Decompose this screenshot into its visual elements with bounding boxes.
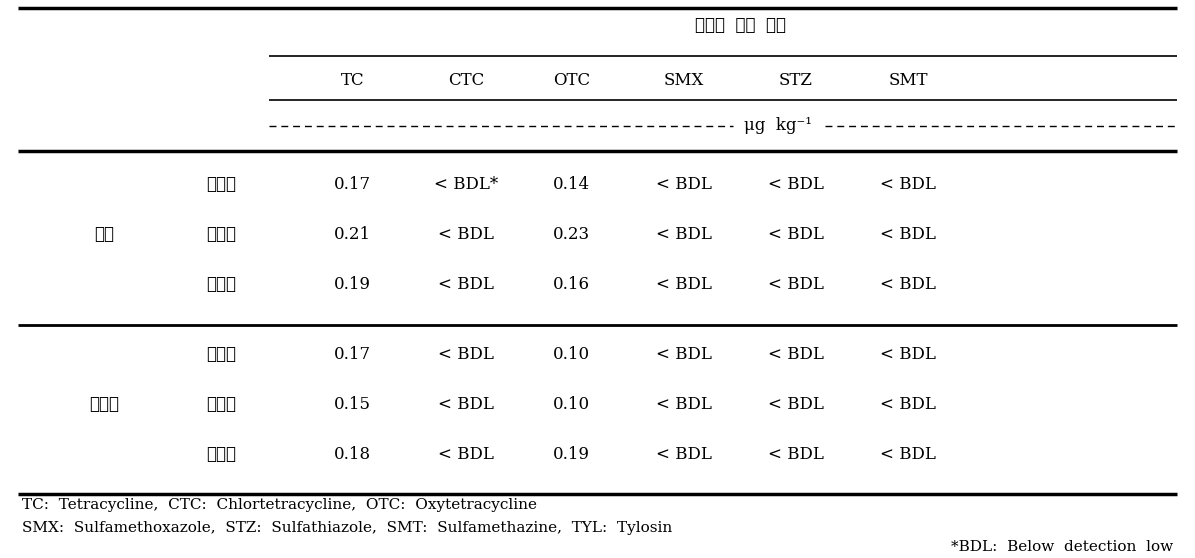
Text: < BDL: < BDL <box>768 446 823 463</box>
Text: < BDL: < BDL <box>656 276 711 293</box>
Text: < BDL: < BDL <box>439 396 494 413</box>
Text: 유기농: 유기농 <box>206 276 237 293</box>
Text: < BDL: < BDL <box>768 226 823 243</box>
Text: 0.23: 0.23 <box>552 226 590 243</box>
Text: 0.14: 0.14 <box>552 176 590 193</box>
Text: *BDL:  Below  detection  low: *BDL: Below detection low <box>951 540 1173 554</box>
Text: 0.10: 0.10 <box>552 396 590 413</box>
Text: 0.18: 0.18 <box>333 446 372 463</box>
Text: < BDL: < BDL <box>768 276 823 293</box>
Text: < BDL: < BDL <box>439 446 494 463</box>
Text: μg  kg⁻¹: μg kg⁻¹ <box>744 117 811 134</box>
Text: STZ: STZ <box>779 73 813 89</box>
Text: < BDL: < BDL <box>881 226 936 243</box>
Text: 0.10: 0.10 <box>552 346 590 363</box>
Text: 0.19: 0.19 <box>335 276 370 293</box>
Text: < BDL: < BDL <box>881 176 936 193</box>
Text: < BDL: < BDL <box>656 176 711 193</box>
Text: < BDL: < BDL <box>881 346 936 363</box>
Text: SMT: SMT <box>888 73 929 89</box>
Text: SMX:  Sulfamethoxazole,  STZ:  Sulfathiazole,  SMT:  Sulfamethazine,  TYL:  Tylo: SMX: Sulfamethoxazole, STZ: Sulfathiazol… <box>22 521 672 535</box>
Text: TC: TC <box>341 73 364 89</box>
Text: 무처리: 무처리 <box>206 346 237 363</box>
Text: < BDL: < BDL <box>768 176 823 193</box>
Text: < BDL: < BDL <box>768 396 823 413</box>
Text: 0.21: 0.21 <box>333 226 372 243</box>
Text: 고추: 고추 <box>94 226 114 243</box>
Text: 유기농: 유기농 <box>206 446 237 463</box>
Text: < BDL*: < BDL* <box>434 176 498 193</box>
Text: OTC: OTC <box>552 73 590 89</box>
Text: 양배추: 양배추 <box>88 396 120 413</box>
Text: < BDL: < BDL <box>439 346 494 363</box>
Text: < BDL: < BDL <box>656 396 711 413</box>
Text: CTC: CTC <box>448 73 484 89</box>
Text: < BDL: < BDL <box>656 346 711 363</box>
Text: < BDL: < BDL <box>881 396 936 413</box>
Text: < BDL: < BDL <box>881 276 936 293</box>
Text: < BDL: < BDL <box>439 276 494 293</box>
Text: < BDL: < BDL <box>439 226 494 243</box>
Text: < BDL: < BDL <box>656 446 711 463</box>
Text: SMX: SMX <box>663 73 704 89</box>
Text: 0.16: 0.16 <box>553 276 589 293</box>
Text: < BDL: < BDL <box>768 346 823 363</box>
Text: < BDL: < BDL <box>881 446 936 463</box>
Text: 0.19: 0.19 <box>553 446 589 463</box>
Text: 관행농: 관행농 <box>206 396 237 413</box>
Text: < BDL: < BDL <box>656 226 711 243</box>
Text: 0.15: 0.15 <box>335 396 370 413</box>
Text: TC:  Tetracycline,  CTC:  Chlortetracycline,  OTC:  Oxytetracycline: TC: Tetracycline, CTC: Chlortetracycline… <box>22 498 537 512</box>
Text: 항생제  분석  항목: 항생제 분석 항목 <box>695 17 786 33</box>
Text: 무처리: 무처리 <box>206 176 237 193</box>
Text: 0.17: 0.17 <box>333 346 372 363</box>
Text: 0.17: 0.17 <box>333 176 372 193</box>
Text: 관행농: 관행농 <box>206 226 237 243</box>
